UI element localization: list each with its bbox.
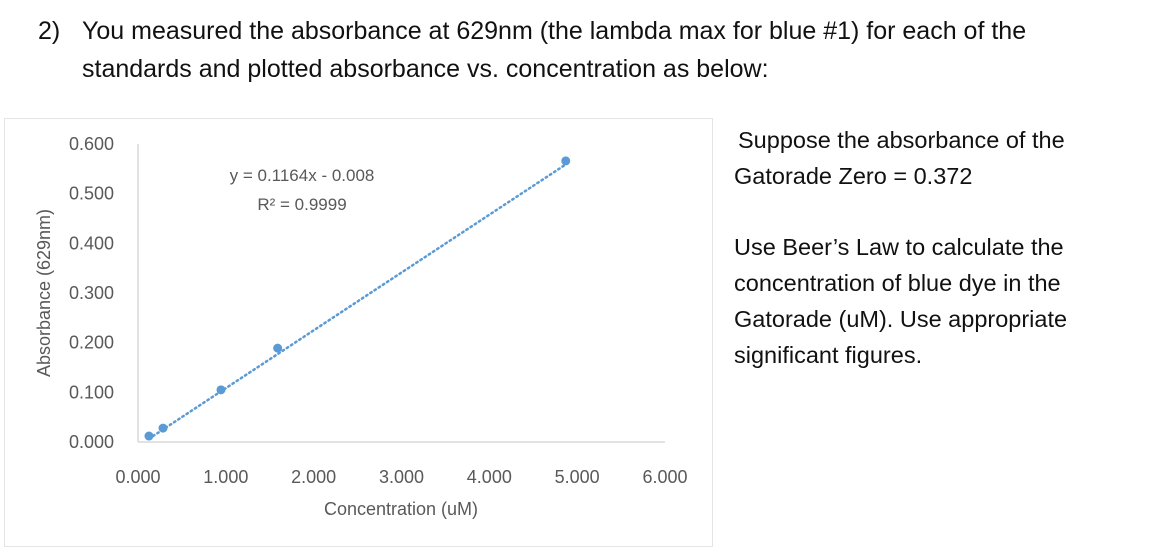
svg-text:0.500: 0.500 [69,184,114,204]
task-line-3: Gatorade (uM). Use appropriate [734,306,1068,332]
data-points [144,156,571,441]
svg-text:0.400: 0.400 [69,233,114,253]
svg-text:0.000: 0.000 [69,432,114,452]
svg-text:6.000: 6.000 [642,467,687,487]
x-axis-title: Concentration (uM) [324,499,478,519]
question-line-1: You measured the absorbance at 629nm (th… [82,17,1027,45]
absorbance-given-line-1: Suppose the absorbance of the [738,127,1065,153]
chart-plot: 0.000 0.100 0.200 0.300 0.400 0.500 0.600 0.00… [34,134,688,519]
question-number: 2) [38,17,61,45]
y-axis-title: Absorbance (629nm) [34,209,54,377]
svg-text:0.100: 0.100 [69,382,114,402]
y-tick-labels: 0.000 0.100 0.200 0.300 0.400 0.500 0.600 [69,134,114,452]
trendline [147,163,567,440]
trendline-r-squared: R² = 0.9999 [257,195,346,214]
svg-text:2.000: 2.000 [291,467,336,487]
task-line-2: concentration of blue dye in the [734,270,1061,296]
svg-text:4.000: 4.000 [467,467,512,487]
question-line-2: standards and plotted absorbance vs. con… [82,55,769,83]
svg-text:0.000: 0.000 [115,467,160,487]
svg-text:1.000: 1.000 [203,467,248,487]
task-line-4: significant figures. [734,342,923,368]
trendline-equation: y = 0.1164x - 0.008 [230,166,375,185]
svg-text:0.300: 0.300 [69,283,114,303]
x-tick-labels: 0.000 1.000 2.000 3.000 4.000 5.000 6.000 [115,467,687,487]
calibration-chart: 0.000 0.100 0.200 0.300 0.400 0.500 0.600 0.00… [4,118,713,547]
instructions-panel: Suppose the absorbance of the Gatorade Z… [734,122,1067,373]
svg-text:0.200: 0.200 [69,333,114,353]
absorbance-given-line-2: Gatorade Zero = 0.372 [734,163,973,189]
svg-text:3.000: 3.000 [379,467,424,487]
task-line-1: Use Beer’s Law to calculate the [734,234,1064,260]
svg-text:0.600: 0.600 [69,134,114,154]
svg-text:5.000: 5.000 [555,467,600,487]
